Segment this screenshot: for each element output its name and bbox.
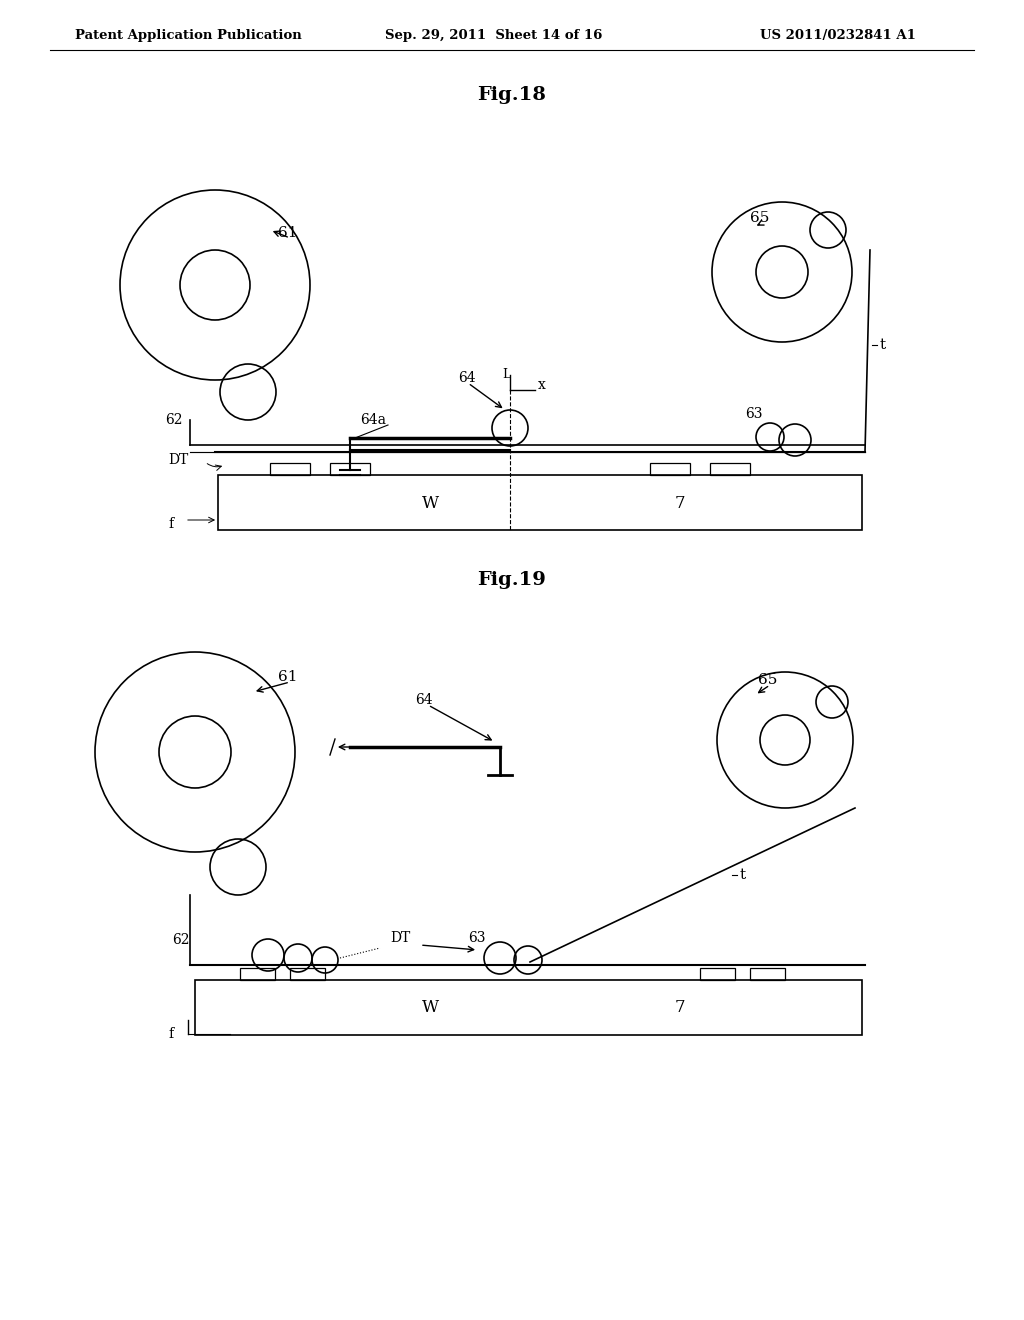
Text: 7: 7 [675, 998, 685, 1015]
Bar [330, 463, 370, 475]
Bar [240, 968, 275, 979]
Text: 65: 65 [758, 673, 777, 686]
Text: US 2011/0232841 A1: US 2011/0232841 A1 [760, 29, 915, 41]
Text: f: f [168, 517, 173, 531]
Text: t: t [880, 338, 886, 352]
Text: x: x [538, 378, 546, 392]
Text: L: L [502, 368, 510, 381]
Text: 64: 64 [415, 693, 432, 708]
Text: f: f [168, 1027, 173, 1041]
Text: Fig.19: Fig.19 [477, 572, 547, 589]
Bar [195, 979, 862, 1035]
Text: 64: 64 [458, 371, 475, 385]
Text: W: W [422, 495, 438, 511]
Text: 63: 63 [468, 931, 485, 945]
Text: t: t [740, 869, 746, 882]
Bar [700, 968, 735, 979]
Bar [218, 475, 862, 531]
Text: 62: 62 [165, 413, 182, 426]
Text: Sep. 29, 2011  Sheet 14 of 16: Sep. 29, 2011 Sheet 14 of 16 [385, 29, 602, 41]
Text: 7: 7 [675, 495, 685, 511]
Text: DT: DT [168, 453, 188, 467]
Text: DT: DT [390, 931, 411, 945]
Text: Patent Application Publication: Patent Application Publication [75, 29, 302, 41]
Text: 64a: 64a [360, 413, 386, 426]
Text: 62: 62 [172, 933, 189, 946]
Text: W: W [422, 998, 438, 1015]
Bar [750, 968, 785, 979]
Text: 63: 63 [745, 407, 763, 421]
Bar [710, 463, 750, 475]
Bar [270, 463, 310, 475]
Text: 61: 61 [278, 671, 298, 684]
Bar [290, 968, 325, 979]
Text: 65: 65 [750, 211, 769, 224]
Bar [650, 463, 690, 475]
Text: Fig.18: Fig.18 [477, 86, 547, 104]
Text: 61: 61 [278, 226, 298, 240]
